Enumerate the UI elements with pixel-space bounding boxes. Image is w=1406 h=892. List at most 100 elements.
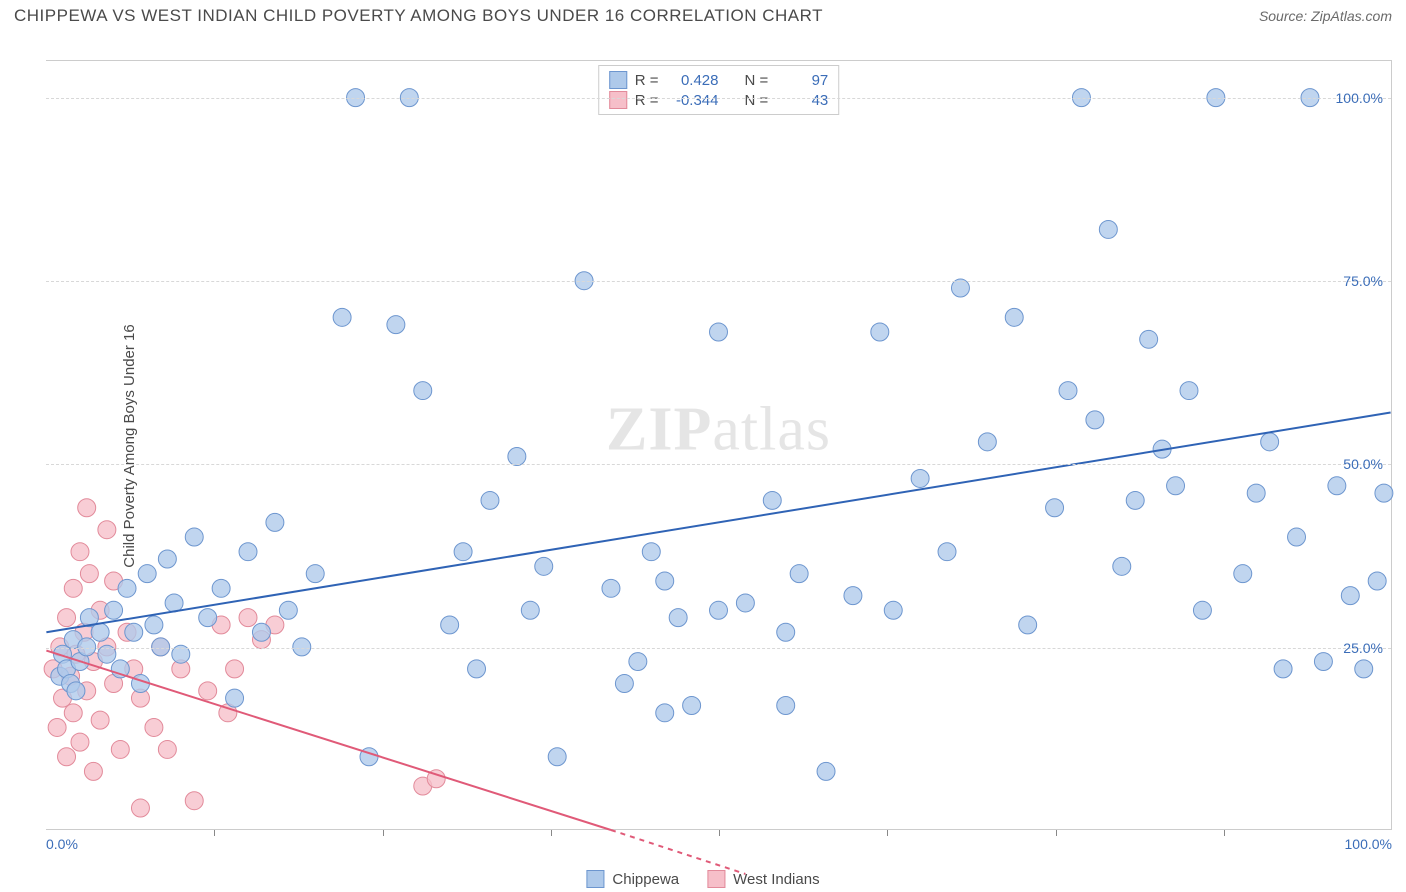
scatter-point-chippewa bbox=[938, 543, 956, 561]
scatter-point-chippewa bbox=[138, 565, 156, 583]
swatch-westindians-icon bbox=[609, 91, 627, 109]
scatter-point-chippewa bbox=[1126, 491, 1144, 509]
scatter-point-chippewa bbox=[844, 587, 862, 605]
scatter-point-chippewa bbox=[1355, 660, 1373, 678]
gridline bbox=[46, 648, 1391, 649]
y-tick-label: 50.0% bbox=[1343, 456, 1383, 472]
scatter-point-chippewa bbox=[1099, 220, 1117, 238]
scatter-point-chippewa bbox=[817, 762, 835, 780]
scatter-point-chippewa bbox=[1005, 308, 1023, 326]
scatter-point-chippewa bbox=[1375, 484, 1393, 502]
scatter-point-chippewa bbox=[763, 491, 781, 509]
n-label: N = bbox=[745, 92, 769, 109]
scatter-point-westindians bbox=[64, 579, 82, 597]
x-tick-mark bbox=[887, 830, 888, 836]
scatter-point-chippewa bbox=[306, 565, 324, 583]
scatter-point-chippewa bbox=[199, 609, 217, 627]
scatter-point-chippewa bbox=[239, 543, 257, 561]
chart-source: Source: ZipAtlas.com bbox=[1259, 8, 1392, 24]
scatter-point-chippewa bbox=[790, 565, 808, 583]
scatter-point-chippewa bbox=[669, 609, 687, 627]
scatter-point-westindians bbox=[91, 711, 109, 729]
x-tick-mark bbox=[1056, 830, 1057, 836]
scatter-point-westindians bbox=[71, 543, 89, 561]
regression-line bbox=[611, 830, 745, 874]
scatter-point-chippewa bbox=[508, 447, 526, 465]
scatter-point-chippewa bbox=[333, 308, 351, 326]
scatter-point-chippewa bbox=[1247, 484, 1265, 502]
scatter-point-chippewa bbox=[481, 491, 499, 509]
legend-series: Chippewa West Indians bbox=[586, 870, 819, 888]
legend-row-chippewa: R = 0.428 N = 97 bbox=[609, 70, 829, 90]
scatter-point-chippewa bbox=[158, 550, 176, 568]
scatter-point-chippewa bbox=[1086, 411, 1104, 429]
scatter-point-chippewa bbox=[629, 653, 647, 671]
scatter-point-chippewa bbox=[118, 579, 136, 597]
scatter-point-chippewa bbox=[105, 601, 123, 619]
n-label: N = bbox=[745, 72, 769, 89]
scatter-point-chippewa bbox=[710, 601, 728, 619]
legend-row-westindians: R = -0.344 N = 43 bbox=[609, 90, 829, 110]
x-tick-label: 0.0% bbox=[46, 836, 78, 852]
scatter-point-chippewa bbox=[656, 704, 674, 722]
scatter-point-chippewa bbox=[212, 579, 230, 597]
scatter-point-chippewa bbox=[777, 623, 795, 641]
scatter-point-chippewa bbox=[710, 323, 728, 341]
scatter-point-chippewa bbox=[548, 748, 566, 766]
scatter-point-westindians bbox=[98, 521, 116, 539]
scatter-point-westindians bbox=[131, 799, 149, 817]
y-tick-label: 25.0% bbox=[1343, 640, 1383, 656]
scatter-point-westindians bbox=[71, 733, 89, 751]
scatter-point-chippewa bbox=[1167, 477, 1185, 495]
scatter-point-chippewa bbox=[414, 382, 432, 400]
scatter-point-chippewa bbox=[1113, 557, 1131, 575]
legend-label-chippewa: Chippewa bbox=[612, 871, 679, 888]
gridline bbox=[46, 281, 1391, 282]
scatter-point-chippewa bbox=[521, 601, 539, 619]
x-tick-mark bbox=[383, 830, 384, 836]
chart-title: CHIPPEWA VS WEST INDIAN CHILD POVERTY AM… bbox=[14, 6, 823, 26]
gridline bbox=[46, 464, 1391, 465]
scatter-point-chippewa bbox=[468, 660, 486, 678]
scatter-point-chippewa bbox=[1140, 330, 1158, 348]
scatter-point-chippewa bbox=[1341, 587, 1359, 605]
swatch-westindians-icon bbox=[707, 870, 725, 888]
swatch-chippewa-icon bbox=[609, 71, 627, 89]
chart-header: CHIPPEWA VS WEST INDIAN CHILD POVERTY AM… bbox=[0, 0, 1406, 30]
regression-line bbox=[46, 651, 611, 830]
scatter-point-chippewa bbox=[145, 616, 163, 634]
r-label: R = bbox=[635, 92, 659, 109]
scatter-point-chippewa bbox=[1288, 528, 1306, 546]
scatter-point-chippewa bbox=[777, 697, 795, 715]
swatch-chippewa-icon bbox=[586, 870, 604, 888]
scatter-point-chippewa bbox=[165, 594, 183, 612]
scatter-point-chippewa bbox=[226, 689, 244, 707]
scatter-point-chippewa bbox=[1180, 382, 1198, 400]
scatter-point-chippewa bbox=[871, 323, 889, 341]
scatter-point-chippewa bbox=[1274, 660, 1292, 678]
scatter-point-westindians bbox=[58, 609, 76, 627]
legend-item-chippewa: Chippewa bbox=[586, 870, 679, 888]
regression-line bbox=[46, 413, 1390, 633]
scatter-point-westindians bbox=[78, 499, 96, 517]
source-prefix: Source: bbox=[1259, 8, 1311, 24]
scatter-point-westindians bbox=[145, 718, 163, 736]
scatter-point-chippewa bbox=[656, 572, 674, 590]
scatter-point-chippewa bbox=[1019, 616, 1037, 634]
scatter-point-chippewa bbox=[1193, 601, 1211, 619]
scatter-point-chippewa bbox=[535, 557, 553, 575]
legend-item-westindians: West Indians bbox=[707, 870, 819, 888]
x-tick-mark bbox=[551, 830, 552, 836]
scatter-point-westindians bbox=[199, 682, 217, 700]
scatter-point-westindians bbox=[80, 565, 98, 583]
x-tick-mark bbox=[719, 830, 720, 836]
scatter-point-westindians bbox=[185, 792, 203, 810]
scatter-point-chippewa bbox=[884, 601, 902, 619]
scatter-point-chippewa bbox=[279, 601, 297, 619]
x-tick-mark bbox=[214, 830, 215, 836]
n-value-westindians: 43 bbox=[776, 92, 828, 109]
chart-plot-area: ZIPatlas R = 0.428 N = 97 R = -0.344 N =… bbox=[46, 60, 1392, 830]
scatter-point-chippewa bbox=[185, 528, 203, 546]
scatter-point-chippewa bbox=[1328, 477, 1346, 495]
r-value-westindians: -0.344 bbox=[667, 92, 719, 109]
